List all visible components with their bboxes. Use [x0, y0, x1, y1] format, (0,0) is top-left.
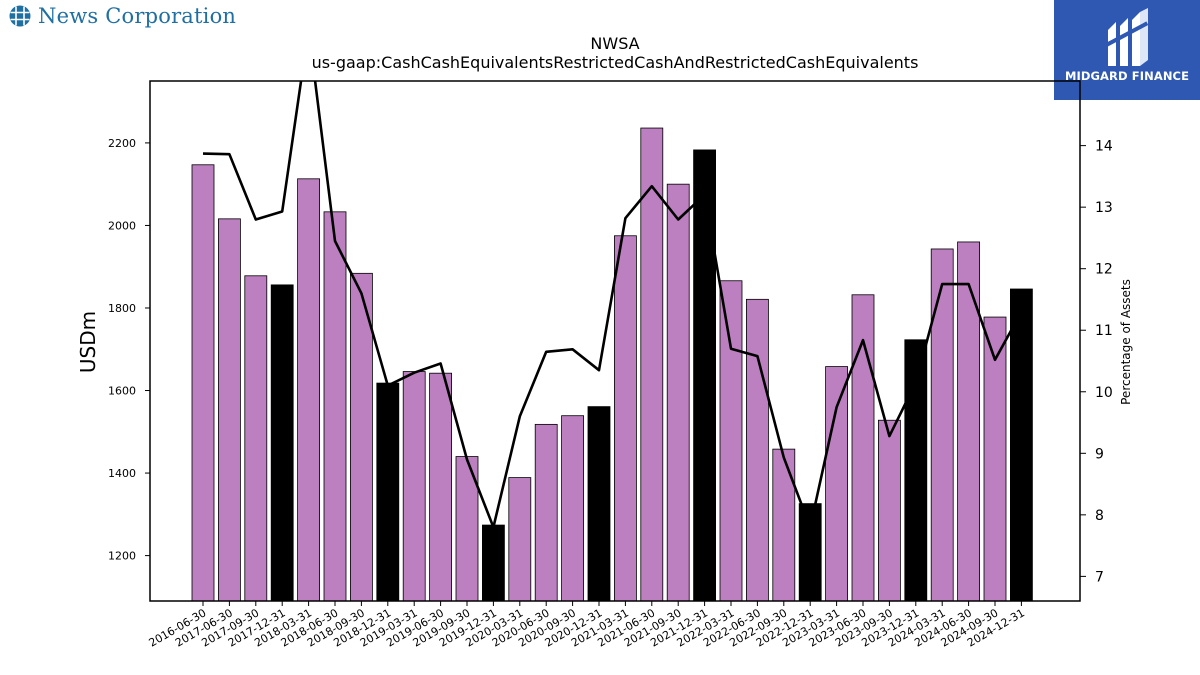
y2-axis-label: Percentage of Assets [1119, 279, 1133, 405]
bar [878, 419, 901, 601]
percentage-line [202, 81, 1023, 529]
bar [217, 218, 241, 601]
bar [429, 372, 453, 601]
bar [587, 406, 611, 601]
bar [481, 524, 505, 601]
y2-tick-label: 10 [1095, 385, 1113, 401]
bar [825, 366, 848, 601]
plot-frame [149, 80, 1081, 602]
line-series [202, 81, 1023, 529]
plot-border [149, 80, 1081, 602]
company-logo: News Corporation [8, 4, 236, 28]
brand-name: MIDGARD FINANCE [1064, 69, 1190, 83]
y-tick-label: 1800 [108, 302, 136, 315]
bar [270, 284, 294, 601]
bar [244, 275, 268, 601]
brand-badge: MIDGARD FINANCE [1054, 0, 1200, 100]
midgard-logo-icon [1105, 8, 1149, 66]
bar [349, 272, 373, 601]
bar [719, 280, 743, 601]
y2-tick-label: 9 [1095, 446, 1104, 462]
bar [851, 294, 875, 601]
bar [930, 248, 954, 601]
y-tick-label: 1200 [108, 550, 136, 563]
bar [746, 298, 769, 601]
bar [376, 382, 400, 601]
bar [534, 423, 558, 601]
y-axis-left: 1200 1400 1600 1800 2000 2200 [108, 137, 150, 563]
bar [957, 241, 980, 601]
y-tick-label: 2000 [108, 219, 136, 232]
bar [191, 164, 215, 601]
bar [508, 477, 532, 601]
y2-tick-label: 11 [1095, 323, 1113, 339]
y2-tick-label: 14 [1095, 139, 1113, 155]
y-tick-label: 2200 [108, 137, 136, 150]
bar [666, 183, 690, 601]
y2-tick-label: 13 [1095, 200, 1113, 216]
bar [614, 235, 637, 601]
y2-tick-label: 12 [1095, 262, 1113, 278]
bar [1010, 288, 1033, 601]
bar [904, 339, 928, 601]
bar [640, 127, 664, 601]
bar-series [191, 127, 1033, 601]
bar [561, 415, 584, 601]
y-tick-label: 1600 [108, 385, 136, 398]
company-name: News Corporation [38, 4, 237, 28]
y2-tick-label: 8 [1095, 508, 1104, 524]
bar [983, 316, 1007, 601]
globe-icon [9, 5, 31, 27]
bar [772, 448, 796, 601]
bar [402, 371, 426, 601]
y2-tick-label: 7 [1095, 569, 1104, 585]
bar [323, 211, 347, 601]
bar [798, 503, 822, 601]
x-axis: 2016-06-302017-06-302017-09-302017-12-31… [147, 601, 1027, 650]
y-axis-right: 7 8 9 10 11 12 13 14 [1080, 139, 1113, 585]
chart-subtitle: us-gaap:CashCashEquivalentsRestrictedCas… [312, 53, 919, 72]
y-axis-label: USDm [76, 311, 100, 373]
bar [297, 178, 321, 601]
y-tick-label: 1400 [108, 467, 136, 480]
chart-title: NWSA [590, 34, 639, 53]
bar [693, 149, 716, 601]
